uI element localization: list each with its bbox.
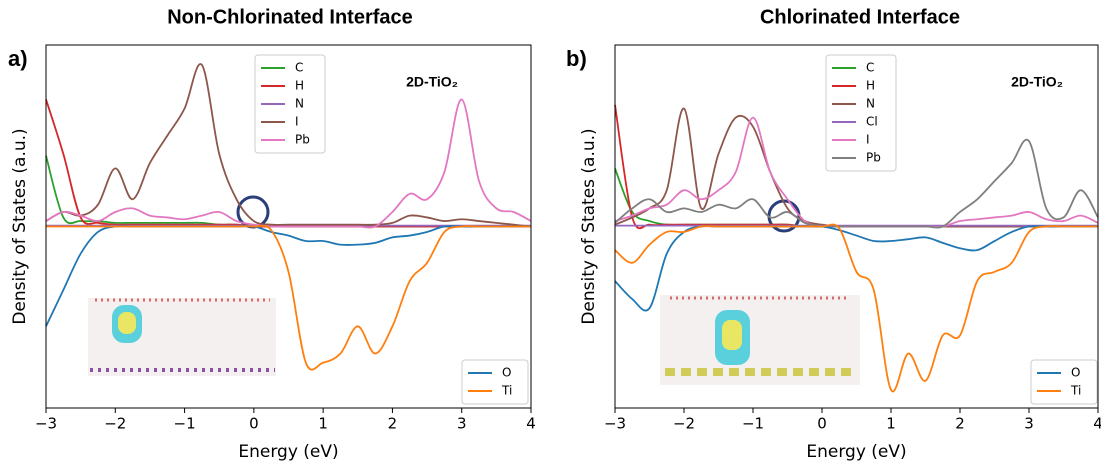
structure-inset bbox=[660, 295, 860, 385]
legend-label: C bbox=[866, 61, 874, 75]
x-tick-label: 3 bbox=[457, 415, 467, 433]
x-tick-label: 4 bbox=[1093, 415, 1101, 433]
legend-box bbox=[825, 54, 897, 172]
x-axis-label: Energy (eV) bbox=[238, 442, 338, 462]
legend-box bbox=[254, 54, 326, 154]
legend-label: O bbox=[502, 366, 511, 380]
legend-label: H bbox=[866, 79, 875, 93]
x-tick-label: −3 bbox=[604, 415, 626, 433]
x-tick-label: −2 bbox=[673, 415, 695, 433]
panel: Non-Chlorinated Interface a) 2D-TiO₂ Energy… bbox=[8, 6, 536, 462]
y-axis-label: Density of States (a.u.) bbox=[10, 128, 30, 324]
legend-label: Ti bbox=[501, 384, 512, 398]
plot-frame bbox=[614, 44, 1099, 409]
annotation: 2D-TiO₂ bbox=[1011, 74, 1063, 90]
figure-layer: Non-Chlorinated Interface a) 2D-TiO₂ Energy… bbox=[8, 6, 1101, 462]
legend-label: I bbox=[866, 133, 870, 147]
legend-label: H bbox=[295, 79, 304, 93]
chart-title: Non-Chlorinated Interface bbox=[167, 6, 413, 28]
x-axis-label: Energy (eV) bbox=[806, 442, 906, 462]
dos-line bbox=[46, 224, 531, 371]
panel: Chlorinated Interface b) 2D-TiO₂ Energy (eV… bbox=[566, 6, 1101, 462]
dos-line bbox=[45, 155, 531, 228]
x-tick-label: 1 bbox=[318, 415, 328, 433]
panel-label: a) bbox=[8, 46, 28, 71]
legend-label: Cl bbox=[866, 115, 878, 129]
x-tick-label: 1 bbox=[886, 415, 896, 433]
x-tick-label: 0 bbox=[817, 415, 827, 433]
x-tick-label: −3 bbox=[35, 415, 57, 433]
dos-line bbox=[614, 138, 1099, 229]
chart-title: Chlorinated Interface bbox=[760, 6, 960, 28]
panel-label: b) bbox=[566, 46, 587, 71]
x-tick-label: 0 bbox=[249, 415, 259, 433]
legend-label: I bbox=[295, 115, 299, 129]
x-tick-label: 4 bbox=[526, 415, 536, 433]
plot-frame bbox=[45, 44, 532, 409]
legend-label: O bbox=[1071, 366, 1080, 380]
x-tick-label: −1 bbox=[742, 415, 764, 433]
legend-label: C bbox=[295, 61, 303, 75]
x-tick-label: 2 bbox=[388, 415, 398, 433]
x-tick-label: 3 bbox=[1024, 415, 1034, 433]
dos-line bbox=[45, 63, 532, 228]
x-tick-label: −2 bbox=[104, 415, 126, 433]
legend-label: Pb bbox=[295, 133, 310, 147]
legend-box bbox=[1030, 359, 1098, 405]
dos-line bbox=[614, 223, 1098, 393]
y-axis-label: Density of States (a.u.) bbox=[579, 128, 599, 324]
x-tick-label: −1 bbox=[174, 415, 196, 433]
dos-line bbox=[614, 168, 1098, 228]
annotation: 2D-TiO₂ bbox=[406, 74, 458, 90]
legend-label: N bbox=[295, 97, 304, 111]
legend-label: N bbox=[866, 97, 875, 111]
legend-box bbox=[461, 359, 529, 405]
legend-label: Ti bbox=[1070, 384, 1081, 398]
x-tick-label: 2 bbox=[955, 415, 965, 433]
dos-line bbox=[45, 98, 532, 229]
structure-inset bbox=[88, 298, 276, 376]
legend-label: Pb bbox=[866, 151, 881, 165]
